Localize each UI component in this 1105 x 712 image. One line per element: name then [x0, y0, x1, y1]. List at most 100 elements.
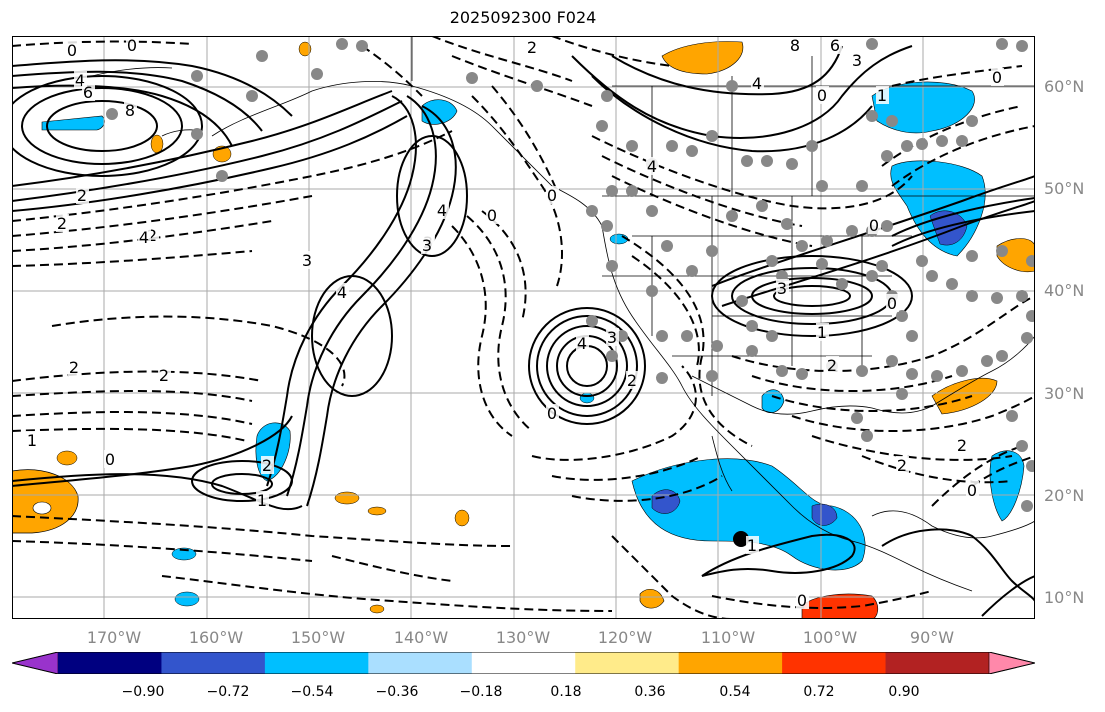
- contour-label-bg: [124, 101, 137, 119]
- shade-orange-small1: [56, 450, 78, 466]
- lon-label-120w: 120°W: [597, 628, 653, 647]
- station-dot: [766, 330, 778, 342]
- contour-label-bg: [851, 51, 864, 69]
- contour-label: 8: [790, 36, 800, 55]
- colorbar-tick-label: −0.18: [459, 684, 503, 700]
- contour-label: 1: [817, 323, 827, 342]
- contour-label-bg: [816, 86, 829, 104]
- contour-label-bg: [966, 481, 979, 499]
- contour-label: 0: [105, 450, 115, 469]
- lat-label-60n: 60°N: [1044, 77, 1085, 96]
- shade-orange-small7: [367, 506, 387, 516]
- station-dot: [956, 135, 968, 147]
- contour-label-bg: [606, 328, 619, 346]
- contour-label: 2: [77, 186, 87, 205]
- station-dot: [861, 430, 873, 442]
- contour-label: 0: [887, 294, 897, 313]
- shade-blue-alaska: [41, 115, 105, 131]
- contour-label: 0: [797, 591, 807, 610]
- contour-label-bg: [66, 41, 79, 59]
- station-dot: [886, 355, 898, 367]
- station-dot: [1026, 310, 1035, 322]
- station-dot: [756, 200, 768, 212]
- shade-orange-small3: [454, 509, 470, 527]
- contour-label: 2: [69, 358, 79, 377]
- contour-label-bg: [526, 38, 539, 56]
- contour-label-bg: [126, 36, 139, 54]
- station-dot: [901, 140, 913, 152]
- contour-label-bg: [796, 591, 809, 609]
- lat-label-50n: 50°N: [1044, 179, 1085, 198]
- station-dot: [946, 278, 958, 290]
- contour-label-bg: [82, 83, 95, 101]
- contour-label: 0: [127, 36, 137, 55]
- contour-label: 0: [967, 481, 977, 500]
- shade-blue-caribbean: [989, 450, 1025, 522]
- station-dot: [661, 240, 673, 252]
- map-panel: 0046822244340233430221021208634010403210…: [12, 36, 1035, 619]
- station-dot: [836, 278, 848, 290]
- station-dot: [606, 350, 618, 362]
- colorbar-tick-label: −0.90: [121, 684, 165, 700]
- station-dot: [736, 295, 748, 307]
- contour-label-bg: [886, 294, 899, 312]
- station-dot: [106, 108, 118, 120]
- colorbar-segment: [471, 652, 576, 674]
- station-dot: [916, 255, 928, 267]
- contour-label: 2: [527, 38, 537, 57]
- contour-label: 0: [869, 216, 879, 235]
- contour-label: 4: [577, 334, 587, 353]
- contour-label: 2: [147, 226, 157, 245]
- station-dot: [656, 372, 668, 384]
- contour-label: 4: [75, 71, 85, 90]
- station-dot: [981, 355, 993, 367]
- contour-label-bg: [56, 214, 69, 232]
- shade-blue-small1: [171, 547, 197, 561]
- contour-label: 4: [139, 228, 149, 247]
- contour-label-bg: [829, 36, 842, 54]
- station-dot: [776, 365, 788, 377]
- shade-blue-small4: [579, 392, 595, 404]
- station-dot: [996, 38, 1008, 50]
- black-marker: [733, 531, 749, 547]
- station-dot: [711, 340, 723, 352]
- contour-label-bg: [576, 334, 589, 352]
- contour-label-bg: [991, 68, 1004, 86]
- colorbar-svg: [12, 652, 1035, 674]
- lon-label-110w: 110°W: [700, 628, 756, 647]
- colorbar-tick-label: 0.54: [719, 684, 751, 700]
- station-dot: [726, 210, 738, 222]
- contour-label: 1: [877, 86, 887, 105]
- contour-label: 2: [57, 214, 67, 233]
- station-dot: [606, 185, 618, 197]
- colorbar-segment: [885, 652, 990, 674]
- contour-label: 3: [852, 51, 862, 70]
- lon-label-140w: 140°W: [393, 628, 449, 647]
- contour-label-bg: [138, 228, 151, 246]
- shade-orange-small6: [298, 41, 312, 57]
- station-dot: [996, 350, 1008, 362]
- shade-orange-small2: [334, 491, 360, 505]
- station-dot: [706, 370, 718, 382]
- shade-orange-canada: [661, 41, 744, 75]
- station-dot: [876, 260, 888, 272]
- colorbar-tick-label: 0.72: [803, 684, 835, 700]
- lat-label-30n: 30°N: [1044, 384, 1085, 403]
- station-dot: [856, 180, 868, 192]
- contour-label-bg: [646, 157, 659, 175]
- station-dot: [686, 265, 698, 277]
- colorbar-segment: [678, 652, 783, 674]
- colorbar-segment: [161, 652, 266, 674]
- station-dot: [991, 292, 1003, 304]
- contour-label: 3: [777, 279, 787, 298]
- station-dot: [931, 370, 943, 382]
- shade-orange-gulf: [931, 378, 998, 415]
- station-dot: [766, 255, 778, 267]
- station-dot: [656, 330, 668, 342]
- lon-label-170w: 170°W: [86, 628, 142, 647]
- lat-label-40n: 40°N: [1044, 281, 1085, 300]
- colorbar-tick-label: −0.54: [290, 684, 334, 700]
- lon-label-160w: 160°W: [188, 628, 244, 647]
- station-dot: [866, 110, 878, 122]
- station-dot: [966, 115, 978, 127]
